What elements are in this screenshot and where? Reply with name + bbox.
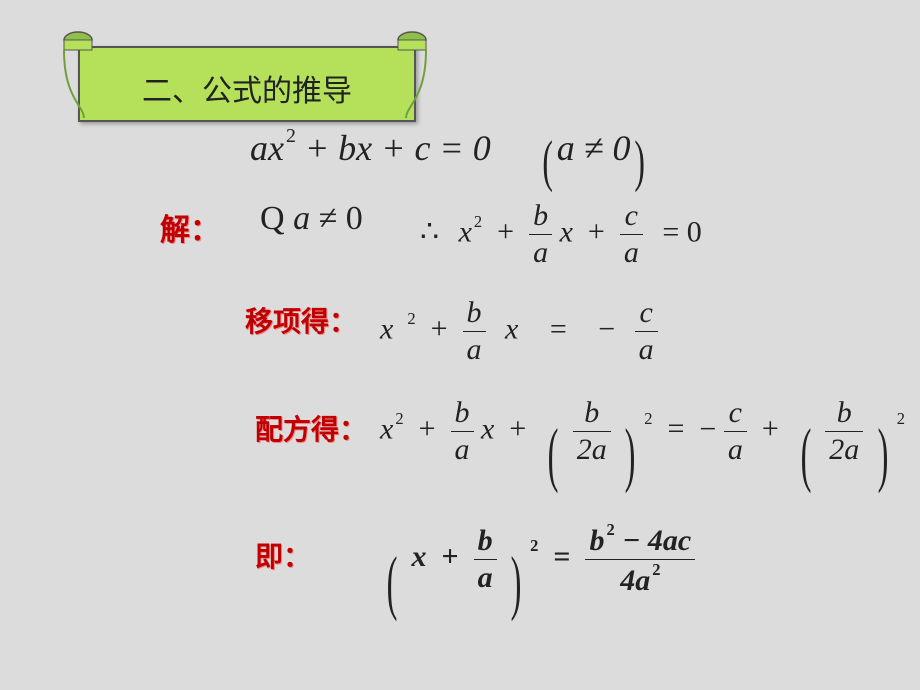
section-title-scroll: 二、公式的推导 [60,28,430,118]
eq0: = 0 [662,215,701,248]
label-solution: 解： [160,205,220,249]
eq2: = [550,312,567,345]
eq1-lparen: ( [542,129,553,194]
sq5-sup: 2 [530,536,538,555]
therefore-sym: ∴ [420,215,439,248]
eq1-sup2: 2 [286,125,296,147]
frac-result: b2 − 4ac 4a2 [585,520,695,599]
frac-b-a-1: ba [529,198,552,271]
x2b: x [505,312,518,345]
x3b: x [481,412,494,445]
section-title: 二、公式的推导 [80,66,414,110]
label-move-terms: 移项得： [245,300,357,340]
label-complete-square: 配方得： [255,408,367,448]
step2-eq: x2 + ba x = − ca [380,295,658,368]
x2: x [380,312,393,345]
x2-sup: 2 [407,309,415,328]
eq1-plus: + [296,128,338,168]
frac-c-a-2: ca [635,295,658,368]
frac-b-2a-1: b2a [573,395,611,468]
label-that-is: 即： [255,535,311,575]
step3-eq: x2 + ba x + ( b2a )2 = − ca + ( b2a )2 [380,395,905,496]
frac-c-a-3: ca [724,395,747,468]
x1b: x [560,215,573,248]
step1-premise: Q a ≠ 0 [260,200,363,238]
sq2-sup: 2 [897,409,905,428]
p1: + [497,215,514,248]
sq1-sup: 2 [644,409,652,428]
scroll-paper: 二、公式的推导 [78,46,416,122]
sym-a: a [293,200,310,237]
slide-page: 二、公式的推导 ax2 + bx + c = 0 (a ≠ 0) 解： Q a … [0,0,920,690]
x3: x [380,412,393,445]
p2: + [588,215,605,248]
eq1-pc: + c = 0 [372,128,491,168]
frac-b-a-2: ba [463,295,486,368]
x3-sup: 2 [395,409,403,428]
scroll-roll-right-icon [394,28,430,118]
eq1-rparen: ) [635,129,646,194]
x1-sup: 2 [474,212,482,231]
scroll-roll-left-icon [60,28,96,118]
frac-b-a-3: ba [451,395,474,468]
minus2: − [598,312,615,345]
eq1-bx: bx [338,128,372,168]
step1-divided: ∴ x2 + ba x + ca = 0 [420,198,702,271]
frac-b-2a-2: b2a [825,395,863,468]
x5: x [411,540,426,573]
x1: x [459,215,472,248]
sym-Q: Q [260,200,285,237]
sym-ne: ≠ 0 [310,200,363,237]
step4-result: ( x + ba )2 = b2 − 4ac 4a2 [380,520,695,624]
eq1-anz: a ≠ 0 [557,128,631,168]
frac-b-a-5: ba [474,523,497,596]
frac-c-a-1: ca [620,198,643,271]
eq1-ax: ax [250,128,284,168]
quadratic-equation: ax2 + bx + c = 0 (a ≠ 0) [250,125,650,194]
